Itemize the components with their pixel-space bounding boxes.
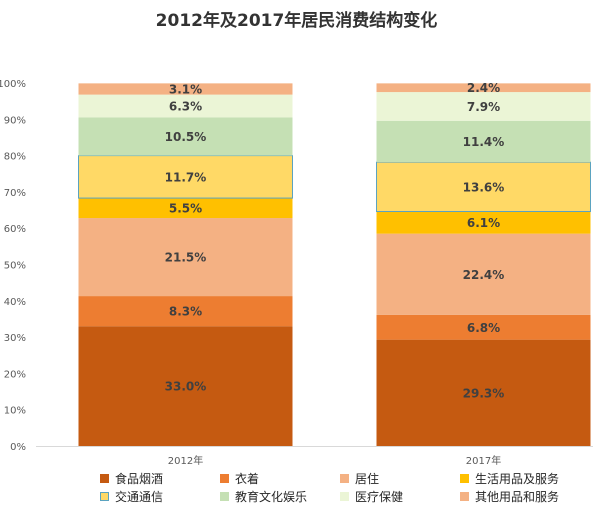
legend-swatch [340, 491, 349, 501]
data-label: 21.5% [165, 251, 207, 265]
data-label: 29.3% [463, 386, 505, 400]
legend-swatch [220, 473, 229, 483]
bar-segment [78, 218, 293, 297]
y-tick-label: 100% [0, 79, 26, 90]
data-label: 7.9% [467, 100, 500, 114]
bar-segment [78, 83, 293, 95]
data-label: 6.1% [467, 216, 500, 230]
x-category-label: 2012年 [168, 454, 203, 467]
legend-label: 教育文化娱乐 [235, 489, 308, 504]
legend-swatch [340, 473, 349, 483]
legend-item: 居住 [340, 470, 460, 486]
y-tick-label: 60% [4, 224, 26, 235]
bar-segment [376, 233, 591, 315]
bar-segment [376, 83, 591, 93]
y-tick-label: 10% [4, 406, 26, 417]
data-label: 8.3% [169, 305, 202, 319]
bar-segment [376, 339, 591, 446]
legend-item: 衣着 [220, 470, 340, 486]
legend-label: 其他用品和服务 [475, 489, 560, 504]
data-label: 3.1% [169, 82, 202, 96]
data-label: 11.7% [165, 170, 207, 184]
legend-label: 衣着 [235, 471, 260, 486]
data-label: 13.6% [463, 180, 505, 194]
legend-item: 医疗保健 [340, 488, 460, 504]
legend-label: 医疗保健 [355, 489, 404, 504]
data-label: 10.5% [165, 130, 207, 144]
y-tick-label: 90% [4, 115, 26, 126]
legend-swatch [100, 491, 109, 501]
legend-label: 居住 [355, 471, 380, 486]
bar-segment [78, 94, 293, 118]
data-label: 22.4% [463, 268, 505, 282]
data-label: 33.0% [165, 380, 207, 394]
bar-segment [376, 211, 591, 234]
legend-item: 食品烟酒 [100, 470, 220, 486]
legend-swatch [100, 473, 109, 483]
data-label: 2.4% [467, 81, 500, 95]
y-tick-label: 0% [10, 442, 26, 453]
data-label: 11.4% [463, 135, 505, 149]
data-label: 6.3% [169, 100, 202, 114]
data-label: 5.5% [169, 202, 202, 216]
y-tick-label: 80% [4, 152, 26, 163]
y-tick-label: 50% [4, 261, 26, 272]
legend-item: 交通通信 [100, 488, 220, 504]
y-tick-label: 70% [4, 188, 26, 199]
legend-item: 其他用品和服务 [460, 488, 580, 504]
legend-item: 生活用品及服务 [460, 470, 580, 486]
y-tick-label: 20% [4, 369, 26, 380]
x-category-label: 2017年 [466, 454, 501, 467]
bar-segment [78, 117, 293, 156]
y-tick-label: 30% [4, 333, 26, 344]
bar-segment [376, 120, 591, 163]
data-label: 6.8% [467, 321, 500, 335]
bar-segment [78, 155, 293, 199]
y-tick-label: 40% [4, 297, 26, 308]
bar-segment [376, 161, 591, 213]
legend-label: 交通通信 [115, 489, 164, 504]
bar-segment [376, 92, 591, 121]
legend-swatch [220, 491, 229, 501]
stacked-bar-chart: 0% 10% 20% 30% 40% 50% 60% 70% 80% 90% 100% 33.0% 8.… [0, 79, 593, 467]
legend-swatch [460, 473, 469, 483]
legend-label: 食品烟酒 [115, 471, 164, 486]
legend-swatch [460, 491, 469, 501]
legend-item: 教育文化娱乐 [220, 488, 340, 504]
bar-segment [78, 296, 293, 327]
legend-label: 生活用品及服务 [475, 471, 560, 486]
bar-segment [78, 198, 293, 219]
bar-segment [78, 326, 293, 446]
chart-legend: 食品烟酒 衣着 居住 生活用品及服务交通通信 教育文化娱乐 医疗保健 其他用品和服务 [100, 470, 570, 504]
chart-title: 2012年及2017年居民消费结构变化 [155, 11, 438, 31]
bar-segment [376, 314, 591, 340]
